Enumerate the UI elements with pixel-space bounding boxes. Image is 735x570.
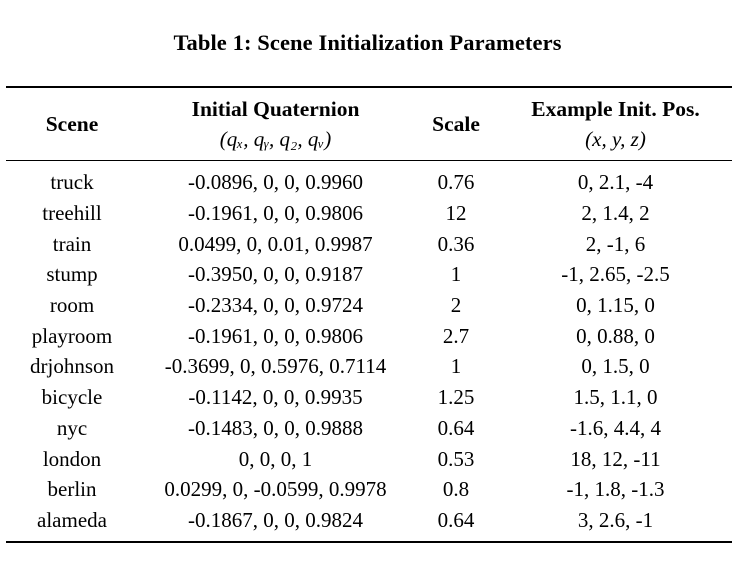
cell-position: 2, 1.4, 2 (581, 201, 650, 226)
cell-scene: london (42, 446, 102, 471)
table-row: london 0, 0, 0, 1 0.53 18, 12, -11 (6, 443, 732, 474)
table-row: alameda -0.1867, 0, 0, 0.9824 0.64 3, 2.6, … (6, 505, 732, 536)
cell-scene: treehill (42, 201, 102, 226)
header-initial-quaternion: Initial Quaternion (qₓ, qᵧ, q₂, qᵥ) (138, 88, 413, 160)
cell-position: -1, 2.65, -2.5 (561, 262, 670, 287)
cell-scene: truck (50, 170, 94, 195)
table-header-rule (6, 160, 732, 161)
cell-position: 2, -1, 6 (585, 231, 646, 256)
table-row: truck -0.0896, 0, 0, 0.9960 0.76 0, 2.1, -4 (6, 167, 732, 198)
cell-scene: alameda (37, 507, 107, 532)
cell-scale: 0.53 (437, 446, 475, 471)
header-position-sub: (x, y, z) (585, 127, 646, 151)
cell-quaternion: -0.0896, 0, 0, 0.9960 (188, 170, 363, 195)
header-scene-title: Scene (45, 112, 99, 136)
cell-quaternion: 0.0499, 0, 0.01, 0.9987 (178, 231, 373, 256)
table-row: room -0.2334, 0, 0, 0.9724 2 0, 1.15, 0 (6, 290, 732, 321)
header-quaternion-sub: (qₓ, qᵧ, q₂, qᵥ) (219, 127, 332, 151)
cell-scale: 0.64 (437, 507, 475, 532)
cell-quaternion: -0.1961, 0, 0, 0.9806 (188, 201, 363, 226)
cell-scale: 2.7 (442, 323, 470, 348)
cell-position: 0, 2.1, -4 (577, 170, 654, 195)
table-row: treehill -0.1961, 0, 0, 0.9806 12 2, 1.4, 2 (6, 198, 732, 229)
cell-quaternion: -0.2334, 0, 0, 0.9724 (188, 293, 363, 318)
cell-scale: 1.25 (437, 385, 475, 410)
cell-quaternion: -0.3699, 0, 0.5976, 0.7114 (164, 354, 387, 379)
cell-scale: 1 (450, 262, 462, 287)
cell-quaternion: -0.1867, 0, 0, 0.9824 (188, 507, 363, 532)
cell-scale: 0.64 (437, 415, 475, 440)
header-scene: Scene (6, 88, 138, 160)
table-row: nyc -0.1483, 0, 0, 0.9888 0.64 -1.6, 4.4, 4 (6, 413, 732, 444)
cell-scale: 0.76 (437, 170, 475, 195)
table-row: bicycle -0.1142, 0, 0, 0.9935 1.25 1.5, 1.1… (6, 382, 732, 413)
cell-position: 18, 12, -11 (570, 446, 661, 471)
cell-quaternion: 0, 0, 0, 1 (238, 446, 313, 471)
cell-scale: 0.36 (437, 231, 475, 256)
cell-scale: 12 (445, 201, 467, 226)
cell-position: -1, 1.8, -1.3 (566, 477, 665, 502)
table-header: Scene Initial Quaternion (qₓ, qᵧ, q₂, qᵥ… (6, 88, 732, 160)
table-top-rule (6, 86, 732, 88)
cell-quaternion: -0.3950, 0, 0, 0.9187 (188, 262, 363, 287)
header-example-init-pos: Example Init. Pos. (x, y, z) (499, 88, 732, 160)
table-body-spacer (6, 160, 732, 167)
cell-position: 1.5, 1.1, 0 (573, 385, 658, 410)
cell-position: -1.6, 4.4, 4 (570, 415, 661, 440)
table-row: train 0.0499, 0, 0.01, 0.9987 0.36 2, -1, 6 (6, 228, 732, 259)
table-row: berlin 0.0299, 0, -0.0599, 0.9978 0.8 -1, 1… (6, 474, 732, 505)
cell-scene: playroom (31, 323, 113, 348)
cell-scene: nyc (56, 415, 88, 440)
cell-scene: bicycle (41, 385, 103, 410)
header-row: Scene Initial Quaternion (qₓ, qᵧ, q₂, qᵥ… (6, 88, 732, 160)
header-position-title: Example Init. Pos. (531, 97, 700, 121)
cell-position: 0, 0.88, 0 (576, 323, 655, 348)
cell-position: 3, 2.6, -1 (577, 507, 654, 532)
table-row: stump -0.3950, 0, 0, 0.9187 1 -1, 2.65, -2.… (6, 259, 732, 290)
cell-scale: 0.8 (442, 477, 470, 502)
cell-position: 0, 1.5, 0 (581, 354, 650, 379)
table-bottom-rule (6, 541, 732, 543)
table-row: drjohnson -0.3699, 0, 0.5976, 0.7114 1 0, 1… (6, 351, 732, 382)
table-row: playroom -0.1961, 0, 0, 0.9806 2.7 0, 0.88,… (6, 320, 732, 351)
table-body: truck -0.0896, 0, 0, 0.9960 0.76 0, 2.1, -4… (6, 160, 732, 535)
header-quaternion-title: Initial Quaternion (191, 97, 360, 121)
cell-quaternion: -0.1961, 0, 0, 0.9806 (188, 323, 363, 348)
header-scale: Scale (413, 88, 499, 160)
cell-scene: train (52, 231, 92, 256)
cell-quaternion: -0.1142, 0, 0, 0.9935 (188, 385, 363, 410)
table-caption: Table 1: Scene Initialization Parameters (173, 30, 562, 55)
header-scale-title: Scale (432, 112, 480, 136)
cell-scale: 1 (450, 354, 462, 379)
cell-scale: 2 (450, 293, 462, 318)
cell-scene: berlin (47, 477, 97, 502)
cell-quaternion: -0.1483, 0, 0, 0.9888 (188, 415, 363, 440)
cell-scene: room (49, 293, 95, 318)
cell-scene: drjohnson (30, 354, 114, 379)
cell-scene: stump (46, 262, 98, 287)
cell-quaternion: 0.0299, 0, -0.0599, 0.9978 (164, 477, 387, 502)
cell-position: 0, 1.15, 0 (576, 293, 655, 318)
scene-parameters-table: Scene Initial Quaternion (qₓ, qᵧ, q₂, qᵥ… (6, 88, 732, 535)
